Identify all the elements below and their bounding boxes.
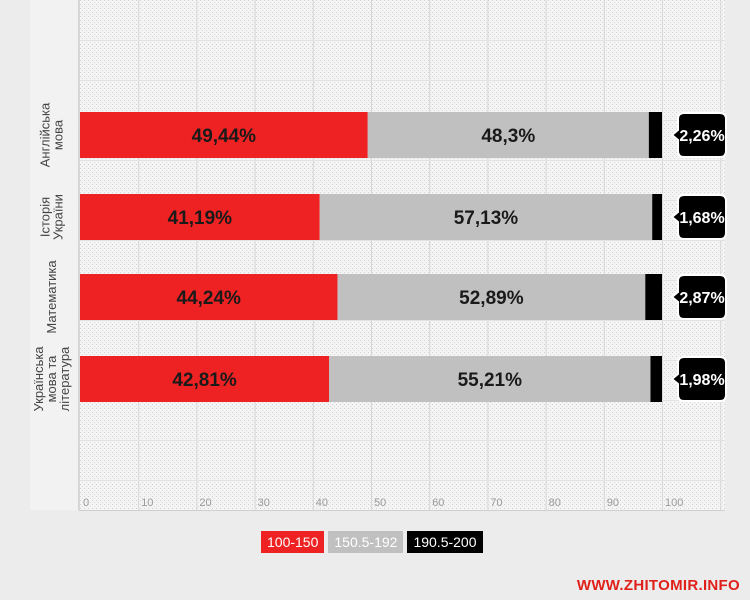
bar-value-label: 57,13%	[454, 208, 519, 229]
x-tick-label: 0	[83, 497, 89, 509]
bar-segment	[645, 274, 662, 320]
bar-segment	[652, 194, 662, 240]
bar-value-label: 42,81%	[172, 370, 237, 391]
category-label: Українськамова талітература	[31, 346, 72, 412]
bar-value-label: 44,24%	[177, 288, 242, 309]
x-tick-label: 100	[665, 497, 683, 509]
bar-value-label: 48,3%	[481, 126, 535, 147]
bar-segment	[80, 194, 320, 240]
x-tick-label: 90	[607, 497, 619, 509]
x-tick-label: 10	[141, 497, 153, 509]
bar-value-label: 41,19%	[168, 208, 233, 229]
bar-segment	[337, 274, 646, 320]
bar-value-label: 49,44%	[192, 126, 257, 147]
category-label: Математика	[44, 260, 59, 334]
bar-segment	[648, 112, 662, 158]
plot-area	[79, 0, 725, 510]
callout-value-label: 2,26%	[679, 128, 724, 145]
bar-segment	[319, 194, 653, 240]
x-tick-label: 50	[374, 497, 386, 509]
callout-bubble	[670, 356, 727, 402]
category-label-line: Англійська	[38, 102, 53, 167]
category-label-line: Математика	[44, 260, 59, 334]
bar-value-label: 52,89%	[459, 288, 524, 309]
category-label-line: Українська	[31, 346, 46, 412]
watermark: WWW.ZHITOMIR.INFO	[576, 577, 740, 594]
callout-bubble	[670, 194, 727, 240]
x-tick-label: 30	[258, 497, 270, 509]
bar-segment	[650, 356, 662, 402]
x-tick-label: 80	[549, 497, 561, 509]
category-label: ІсторіяУкраїни	[38, 194, 66, 240]
bar-segment	[80, 356, 330, 402]
category-label: Англійськамова	[38, 102, 66, 167]
category-column	[30, 0, 78, 510]
x-tick-label: 70	[490, 497, 502, 509]
bar-segment	[80, 112, 368, 158]
x-tick-label: 40	[316, 497, 328, 509]
bar-segment	[367, 112, 649, 158]
callout-value-label: 1,98%	[679, 372, 724, 389]
category-label-line: Історія	[38, 197, 53, 237]
category-label-line: України	[51, 194, 66, 240]
callout-bubble	[670, 112, 727, 158]
legend: 100-150 150.5-192 190.5-200	[261, 531, 483, 553]
bar-value-label: 55,21%	[458, 370, 523, 391]
x-tick-label: 60	[432, 497, 444, 509]
bar-segment	[80, 274, 338, 320]
callout-bubble	[670, 274, 727, 320]
bar-segment	[329, 356, 651, 402]
callout-value-label: 2,87%	[679, 290, 724, 307]
legend-item-190-200: 190.5-200	[407, 531, 483, 553]
category-label-line: мова та	[44, 355, 59, 403]
category-label-line: мова	[51, 119, 66, 150]
callout-value-label: 1,68%	[679, 210, 724, 227]
category-label-line: література	[57, 346, 72, 411]
legend-item-100-150: 100-150	[261, 531, 325, 553]
legend-item-150-192: 150.5-192	[328, 531, 404, 553]
x-tick-label: 20	[199, 497, 211, 509]
